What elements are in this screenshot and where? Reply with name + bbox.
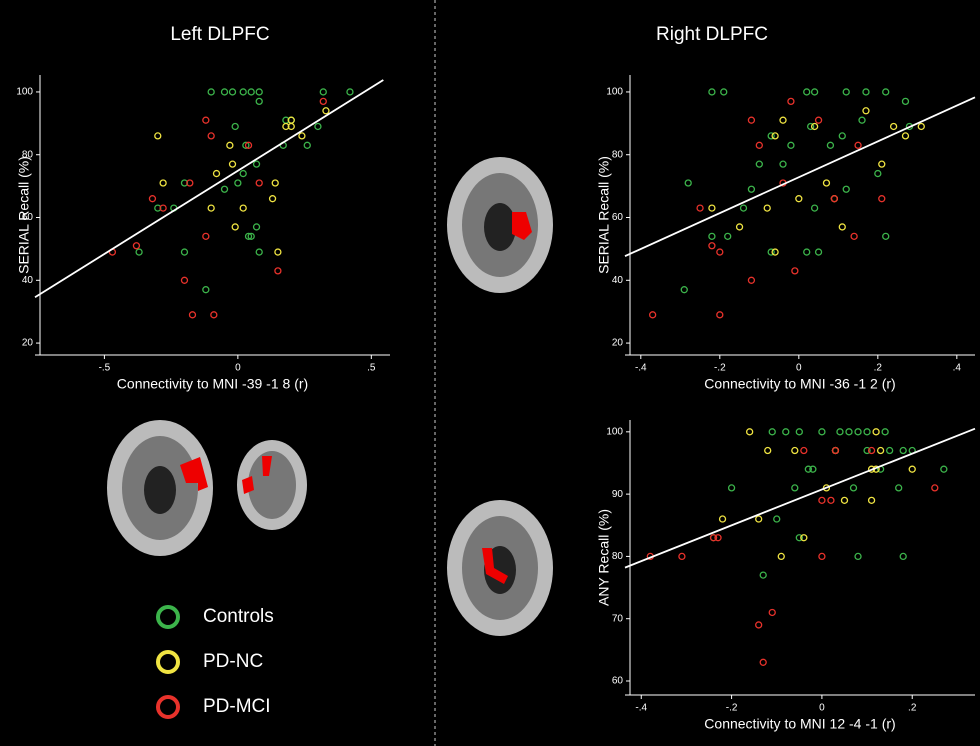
panel-title: Right DLPFC: [656, 24, 768, 45]
x-tick-label: .2: [908, 703, 917, 714]
brain-left-axial: [107, 420, 213, 556]
figure: Left DLPFC -.5 0 .5 20 40 60 80 100 Connectivity …: [0, 0, 980, 746]
y-tick-label: 100: [606, 87, 623, 98]
brain-left-coronal: [237, 440, 307, 530]
x-tick-label: 0: [796, 363, 802, 374]
x-tick-label: -.2: [726, 703, 738, 714]
y-tick-label: 80: [612, 149, 624, 160]
x-tick-label: .2: [874, 363, 883, 374]
y-tick-label: 60: [612, 676, 624, 687]
y-axis-label: SERIAL Recall (%): [16, 156, 32, 274]
y-tick-label: 20: [612, 338, 624, 349]
x-tick-label: .4: [953, 363, 962, 374]
y-axis-label: ANY Recall (%): [596, 509, 612, 606]
x-axis-label: Connectivity to MNI -39 -1 8 (r): [117, 376, 308, 392]
y-tick-label: 40: [22, 275, 34, 286]
legend-label: Controls: [203, 606, 274, 627]
y-tick-label: 60: [612, 212, 624, 223]
x-axis-label: Connectivity to MNI 12 -4 -1 (r): [704, 716, 895, 732]
y-tick-label: 40: [612, 275, 624, 286]
x-axis-label: Connectivity to MNI -36 -1 2 (r): [704, 376, 895, 392]
y-tick-label: 20: [22, 338, 34, 349]
x-tick-label: -.4: [635, 363, 647, 374]
y-axis-label: SERIAL Recall (%): [596, 156, 612, 274]
y-tick-label: 80: [612, 551, 624, 562]
panel-title: Left DLPFC: [170, 24, 269, 45]
x-tick-label: -.4: [635, 703, 647, 714]
y-tick-label: 70: [612, 613, 624, 624]
legend-label: PD-NC: [203, 651, 263, 672]
brain-right-top: [447, 157, 553, 293]
x-tick-label: 0: [235, 363, 241, 374]
legend-label: PD-MCI: [203, 696, 271, 717]
y-tick-label: 90: [612, 489, 624, 500]
brain-right-bottom: [447, 500, 553, 636]
x-tick-label: -.5: [99, 363, 111, 374]
x-tick-label: .5: [367, 363, 376, 374]
y-tick-label: 100: [16, 87, 33, 98]
x-tick-label: -.2: [714, 363, 726, 374]
y-tick-label: 100: [606, 426, 623, 437]
x-tick-label: 0: [819, 703, 825, 714]
